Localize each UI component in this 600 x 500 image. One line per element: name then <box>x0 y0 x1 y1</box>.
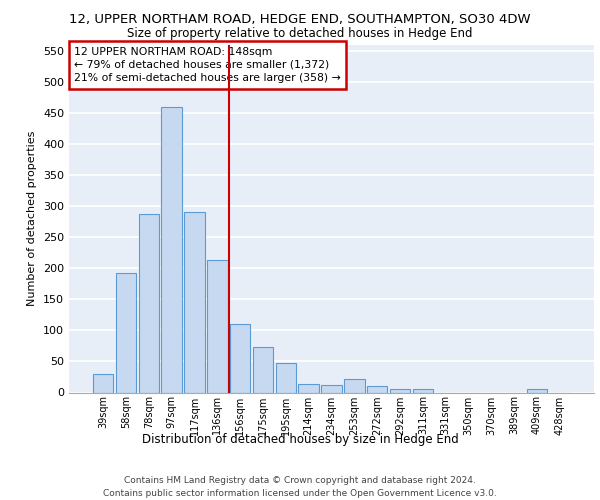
Bar <box>230 324 250 392</box>
Bar <box>413 390 433 392</box>
Bar <box>390 390 410 392</box>
Bar <box>253 346 273 393</box>
Text: 12 UPPER NORTHAM ROAD: 148sqm
← 79% of detached houses are smaller (1,372)
21% o: 12 UPPER NORTHAM ROAD: 148sqm ← 79% of d… <box>74 46 341 83</box>
Bar <box>93 374 113 392</box>
Bar <box>344 380 365 392</box>
Text: Contains public sector information licensed under the Open Government Licence v3: Contains public sector information licen… <box>103 489 497 498</box>
Bar <box>298 384 319 392</box>
Bar <box>116 274 136 392</box>
Bar <box>184 212 205 392</box>
Text: Distribution of detached houses by size in Hedge End: Distribution of detached houses by size … <box>142 432 458 446</box>
Bar <box>367 386 388 392</box>
Bar <box>527 390 547 392</box>
Bar <box>207 260 227 392</box>
Y-axis label: Number of detached properties: Number of detached properties <box>28 131 37 306</box>
Text: Contains HM Land Registry data © Crown copyright and database right 2024.: Contains HM Land Registry data © Crown c… <box>124 476 476 485</box>
Bar <box>321 385 342 392</box>
Bar <box>139 214 159 392</box>
Text: Size of property relative to detached houses in Hedge End: Size of property relative to detached ho… <box>127 28 473 40</box>
Bar <box>275 364 296 392</box>
Text: 12, UPPER NORTHAM ROAD, HEDGE END, SOUTHAMPTON, SO30 4DW: 12, UPPER NORTHAM ROAD, HEDGE END, SOUTH… <box>69 12 531 26</box>
Bar <box>161 107 182 393</box>
